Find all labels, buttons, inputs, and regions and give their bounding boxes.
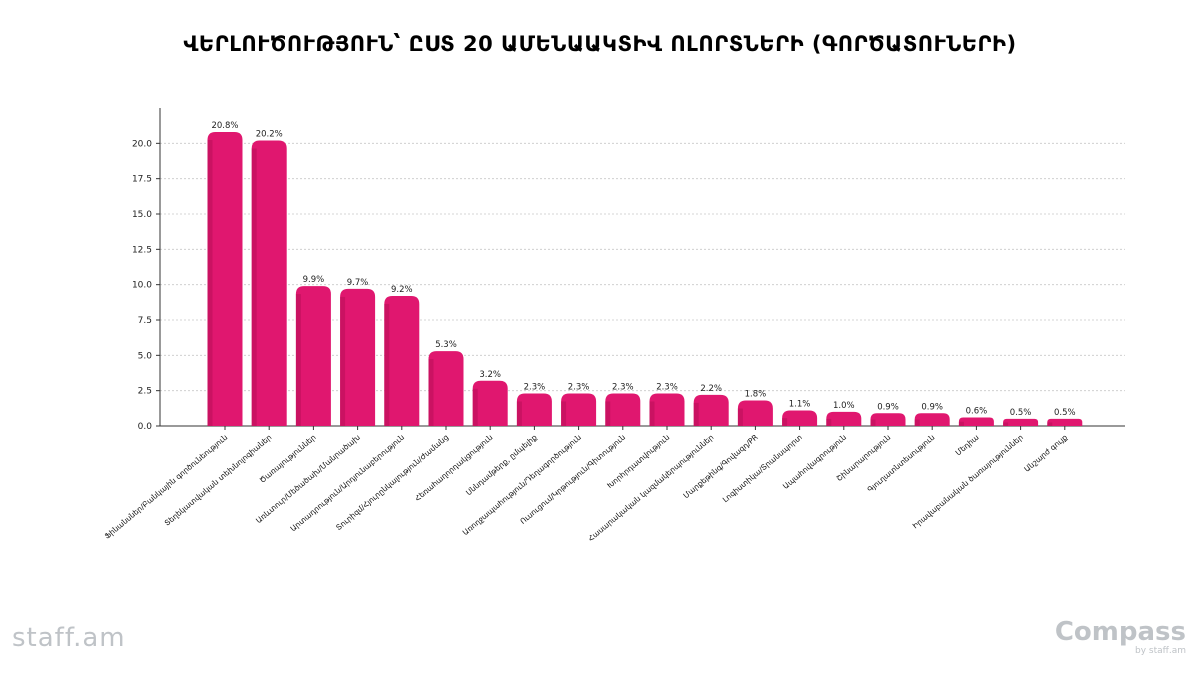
bar-shade: [295, 294, 301, 426]
bar-value-label: 0.9%: [877, 402, 899, 412]
bar-shade: [1047, 422, 1053, 426]
bar-shade: [914, 419, 920, 426]
bar-shade: [516, 401, 522, 426]
bar-value-label: 0.9%: [921, 402, 943, 412]
x-category-label: Լոգիստիկա/Տրանսպորտ: [721, 433, 804, 505]
label-layer: 20.8%Ֆինանսներ/Բանկային գործունեություն2…: [103, 121, 1076, 543]
bar-value-label: 2.3%: [524, 382, 546, 392]
compass-logo-sub: by staff.am: [1135, 646, 1186, 656]
bar-value-label: 1.8%: [745, 390, 767, 400]
bar-shade: [384, 303, 390, 426]
bar-value-label: 0.5%: [1010, 408, 1032, 418]
bar-value-label: 2.3%: [612, 382, 634, 392]
bar-shade: [605, 401, 611, 426]
bar-value-label: 2.2%: [700, 384, 722, 394]
bar: [914, 413, 950, 426]
bar: [207, 132, 243, 426]
bar-value-label: 0.5%: [1054, 408, 1076, 418]
bar: [826, 411, 862, 426]
y-tick-label: 12.5: [132, 245, 152, 255]
y-tick-label: 2.5: [138, 387, 152, 397]
bar-shade: [428, 359, 434, 426]
bar: [340, 288, 376, 426]
bar-shade: [870, 419, 876, 426]
y-tick-label: 15.0: [132, 210, 152, 220]
bar-layer: [207, 132, 1083, 427]
bar: [428, 351, 464, 426]
bar-shade: [251, 148, 257, 427]
bar: [516, 393, 552, 426]
y-tick-label: 5.0: [138, 351, 153, 361]
bar: [649, 393, 685, 426]
bar-value-label: 20.8%: [211, 121, 238, 131]
bar-value-label: 2.3%: [568, 382, 590, 392]
bar: [251, 140, 287, 427]
bar-shade: [340, 296, 346, 426]
y-tick-label: 20.0: [132, 139, 152, 149]
staff-am-logo: staff.am: [12, 623, 126, 653]
bar: [384, 295, 420, 426]
bar-value-label: 9.7%: [347, 278, 369, 288]
x-category-label: Մեդիա: [954, 433, 981, 458]
bar-value-label: 5.3%: [435, 340, 457, 350]
bar: [472, 380, 508, 426]
bar: [1047, 418, 1083, 426]
bar-shade: [207, 140, 213, 426]
bar-shade: [693, 402, 699, 426]
bar: [958, 417, 994, 426]
bar-value-label: 1.1%: [789, 399, 811, 409]
bar-value-label: 9.2%: [391, 285, 413, 295]
x-category-label: Սննդամթերք, ըմպելիք: [464, 432, 539, 497]
y-tick-label: 7.5: [138, 316, 152, 326]
y-tick-label: 17.5: [132, 175, 152, 185]
bar-value-label: 3.2%: [479, 370, 501, 380]
bar-value-label: 0.6%: [966, 407, 988, 417]
bar-shade: [561, 401, 567, 426]
bar: [782, 410, 818, 426]
bar-value-label: 1.0%: [833, 401, 855, 411]
compass-logo-main: Compass: [1054, 617, 1186, 647]
bar: [561, 393, 597, 426]
y-tick-label: 10.0: [132, 281, 152, 291]
bar-shade: [737, 408, 743, 426]
bar: [1003, 418, 1039, 426]
bar-shade: [649, 401, 655, 426]
x-category-label: Մարքեթինգ/Գովազդ/PR: [682, 433, 760, 501]
bar: [693, 394, 729, 426]
bar: [295, 286, 331, 426]
chart-title: ՎԵՐԼՈՒԾՈՒԹՅՈՒՆ՝ ԸՍՏ 20 ԱՄԵՆԱԱԿՏԻՎ ՈԼՈՐՏՆ…: [183, 32, 1017, 56]
x-category-label: Հեռահաղորդակցություն: [413, 432, 495, 503]
bar-value-label: 2.3%: [656, 382, 678, 392]
bar-value-label: 20.2%: [256, 130, 283, 140]
bar-shade: [826, 418, 832, 426]
compass-logo: Compass by staff.am: [1055, 618, 1186, 656]
bar-shade: [782, 418, 788, 426]
x-category-label: Անշարժ գույք: [1022, 432, 1069, 473]
bar: [870, 413, 906, 426]
bar: [737, 400, 773, 426]
y-tick-label: 0.0: [138, 422, 153, 432]
bar-value-label: 9.9%: [303, 275, 325, 285]
bar-shade: [1003, 422, 1009, 426]
bar-shade: [472, 388, 478, 426]
bar: [605, 393, 641, 426]
bar-shade: [958, 421, 964, 426]
